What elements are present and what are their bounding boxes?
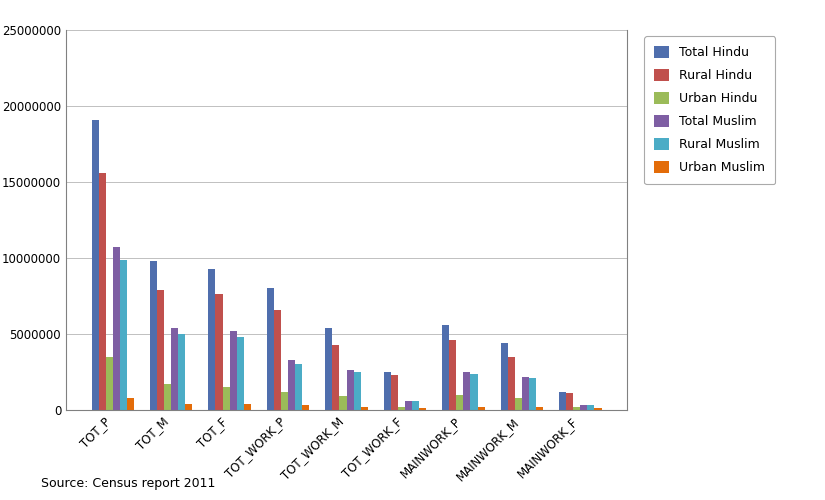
Bar — [281, 392, 288, 410]
Bar — [515, 398, 522, 410]
Bar — [581, 406, 587, 410]
Bar — [442, 325, 450, 410]
Bar — [456, 395, 464, 410]
Bar — [595, 408, 601, 410]
Bar — [384, 372, 391, 410]
Bar — [274, 310, 281, 410]
Bar — [478, 407, 484, 410]
Bar — [470, 374, 478, 410]
Bar — [243, 404, 251, 410]
Bar — [354, 372, 361, 410]
Bar — [339, 396, 346, 410]
Bar — [412, 401, 419, 410]
Bar — [536, 407, 543, 410]
Bar — [332, 344, 339, 410]
Bar — [126, 398, 134, 410]
Bar — [98, 173, 106, 410]
Bar — [171, 328, 178, 410]
Bar — [209, 268, 215, 410]
Bar — [419, 408, 426, 410]
Bar — [508, 357, 515, 410]
Bar — [361, 407, 368, 410]
Bar — [573, 407, 581, 410]
Bar — [567, 394, 573, 410]
Bar — [391, 375, 398, 410]
Bar — [405, 401, 412, 410]
Bar — [302, 406, 309, 410]
Bar — [295, 364, 302, 410]
Bar — [398, 407, 405, 410]
Bar — [501, 343, 508, 410]
Bar — [112, 248, 120, 410]
Bar — [529, 378, 536, 410]
Bar — [185, 404, 192, 410]
Bar — [288, 360, 295, 410]
Bar — [178, 334, 185, 410]
Bar — [267, 288, 274, 410]
Bar — [92, 120, 98, 410]
Bar — [150, 261, 157, 410]
Bar — [325, 328, 332, 410]
Bar — [346, 370, 354, 410]
Text: Source: Census report 2011: Source: Census report 2011 — [41, 477, 215, 490]
Bar — [237, 337, 243, 410]
Bar — [157, 290, 164, 410]
Bar — [559, 392, 567, 410]
Bar — [164, 384, 171, 410]
Bar — [587, 406, 595, 410]
Bar — [215, 294, 223, 410]
Legend: Total Hindu, Rural Hindu, Urban Hindu, Total Muslim, Rural Muslim, Urban Muslim: Total Hindu, Rural Hindu, Urban Hindu, T… — [644, 36, 776, 184]
Bar — [464, 372, 470, 410]
Bar — [223, 387, 229, 410]
Bar — [120, 260, 126, 410]
Bar — [450, 340, 456, 410]
Bar — [229, 331, 237, 410]
Bar — [522, 376, 529, 410]
Bar — [106, 357, 112, 410]
